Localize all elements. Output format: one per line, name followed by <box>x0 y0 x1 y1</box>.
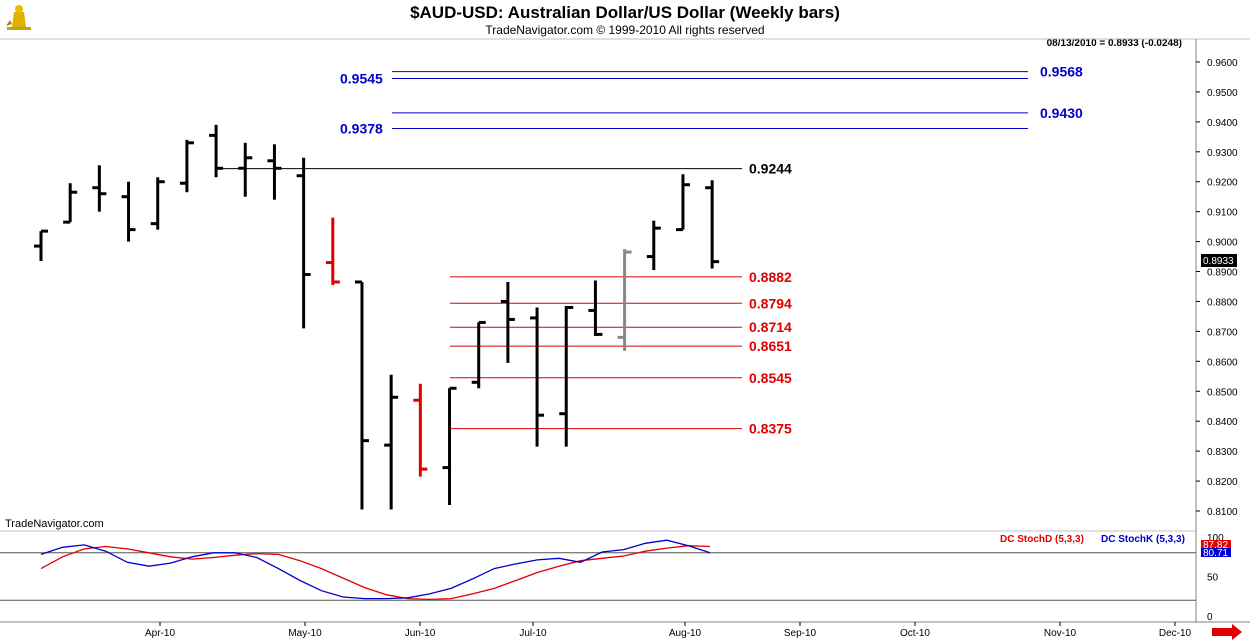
level-label: 0.8794 <box>749 295 792 311</box>
watermark-brand: TradeNavigator.com <box>5 518 104 530</box>
time-tick-label: Jun-10 <box>405 628 436 639</box>
level-label: 0.9378 <box>340 120 383 136</box>
level-label: 0.8882 <box>749 269 792 285</box>
level-label: 0.8714 <box>749 319 792 335</box>
stoch-tick-label: 50 <box>1207 573 1219 584</box>
price-tick-label: 0.9300 <box>1207 148 1238 159</box>
stoch-value-tag <box>1201 540 1231 549</box>
ohlc-bar <box>179 139 194 193</box>
ohlc-bar <box>646 220 661 271</box>
time-tick-label: Oct-10 <box>900 628 930 639</box>
price-axis-ticks: 0.9600 0.9500 0.9400 0.9300 0.9200 0.9100 0.90… <box>1196 58 1238 518</box>
level-label: 0.9244 <box>749 161 792 177</box>
price-tick-label: 0.8800 <box>1207 297 1238 308</box>
legend-stochd: DC StochD (5,3,3) <box>1000 534 1084 545</box>
ohlc-bar <box>267 144 282 200</box>
time-axis-ticks: Apr-10 May-10 Jun-10 Jul-10 Aug-10 Sep-10 Oct-… <box>145 622 1192 639</box>
ohlc-bar <box>121 181 136 242</box>
time-tick-label: Aug-10 <box>669 628 702 639</box>
ohlc-bar <box>92 165 107 212</box>
last-price-readout: 08/13/2010 = 0.8933 (-0.0248) <box>1047 38 1182 49</box>
price-tick-label: 0.8100 <box>1207 507 1238 518</box>
time-tick-label: Sep-10 <box>784 628 817 639</box>
price-tick-label: 0.9200 <box>1207 178 1238 189</box>
ohlc-bar <box>530 307 545 447</box>
ohlc-bar <box>238 142 253 197</box>
price-tick-label: 0.8900 <box>1207 268 1238 279</box>
price-tick-label: 0.9500 <box>1207 88 1238 99</box>
stoch-value-tag <box>1201 548 1231 557</box>
ohlc-bar <box>63 183 78 224</box>
level-label: 0.8375 <box>749 421 792 437</box>
ohlc-bar <box>34 229 48 262</box>
ohlc-bar <box>675 174 690 232</box>
ohlc-bar <box>705 180 720 269</box>
app-logo[interactable] <box>4 4 34 34</box>
ohlc-bar <box>413 383 428 477</box>
price-tick-label: 0.9100 <box>1207 208 1238 219</box>
stoch-tick-label: 100 <box>1207 533 1224 544</box>
scroll-right-arrow[interactable] <box>1212 624 1242 640</box>
stoch-value-tag-text: 87.82 <box>1203 540 1228 551</box>
level-label: 0.9430 <box>1040 105 1083 121</box>
ohlc-bar <box>471 320 486 389</box>
ohlc-bar <box>442 386 457 506</box>
ohlc-bar <box>354 280 369 510</box>
stoch-value-tag-text: 80.71 <box>1203 548 1228 559</box>
legend-stochk: DC StochK (5,3,3) <box>1101 534 1185 545</box>
price-tick-label: 0.8700 <box>1207 327 1238 338</box>
price-tick-label: 0.9600 <box>1207 58 1238 69</box>
chart-copyright: TradeNavigator.com © 1999-2010 All right… <box>485 23 764 37</box>
price-tick-label: 0.8600 <box>1207 357 1238 368</box>
price-tick-label: 0.9400 <box>1207 118 1238 129</box>
ohlc-bar <box>209 124 224 178</box>
ohlc-bar <box>588 280 603 336</box>
stoch-series-line <box>40 539 711 600</box>
ohlc-bar <box>384 374 399 510</box>
stoch-series-line <box>40 545 711 601</box>
time-tick-label: Nov-10 <box>1044 628 1077 639</box>
level-lines: 0.9568 0.9545 0.9430 0.9378 0.9244 0.8882 0.87… <box>215 64 1083 437</box>
ohlc-bar <box>500 282 515 363</box>
stoch-tick-label: 0 <box>1207 612 1213 623</box>
ohlc-bar <box>559 305 574 447</box>
price-tick-label: 0.9000 <box>1207 238 1238 249</box>
level-label: 0.8545 <box>749 370 792 386</box>
time-tick-label: Apr-10 <box>145 628 175 639</box>
current-price-tag-text: 0.8933 <box>1203 256 1234 267</box>
price-tick-label: 0.8400 <box>1207 417 1238 428</box>
price-tick-label: 0.8300 <box>1207 447 1238 458</box>
current-price-tag <box>1201 254 1237 267</box>
level-label: 0.8651 <box>749 338 792 354</box>
level-label: 0.9545 <box>340 70 383 86</box>
ohlc-bars <box>34 124 720 510</box>
ohlc-bar <box>617 249 632 351</box>
time-tick-label: Jul-10 <box>519 628 547 639</box>
chart-title: $AUD-USD: Australian Dollar/US Dollar (W… <box>410 3 840 22</box>
price-tick-label: 0.8200 <box>1207 477 1238 488</box>
time-tick-label: May-10 <box>288 628 322 639</box>
time-tick-label: Dec-10 <box>1159 628 1192 639</box>
level-label: 0.9568 <box>1040 64 1083 80</box>
price-tick-label: 0.8500 <box>1207 387 1238 398</box>
ohlc-bar <box>325 217 340 286</box>
ohlc-bar <box>296 157 311 329</box>
ohlc-bar <box>150 177 165 230</box>
